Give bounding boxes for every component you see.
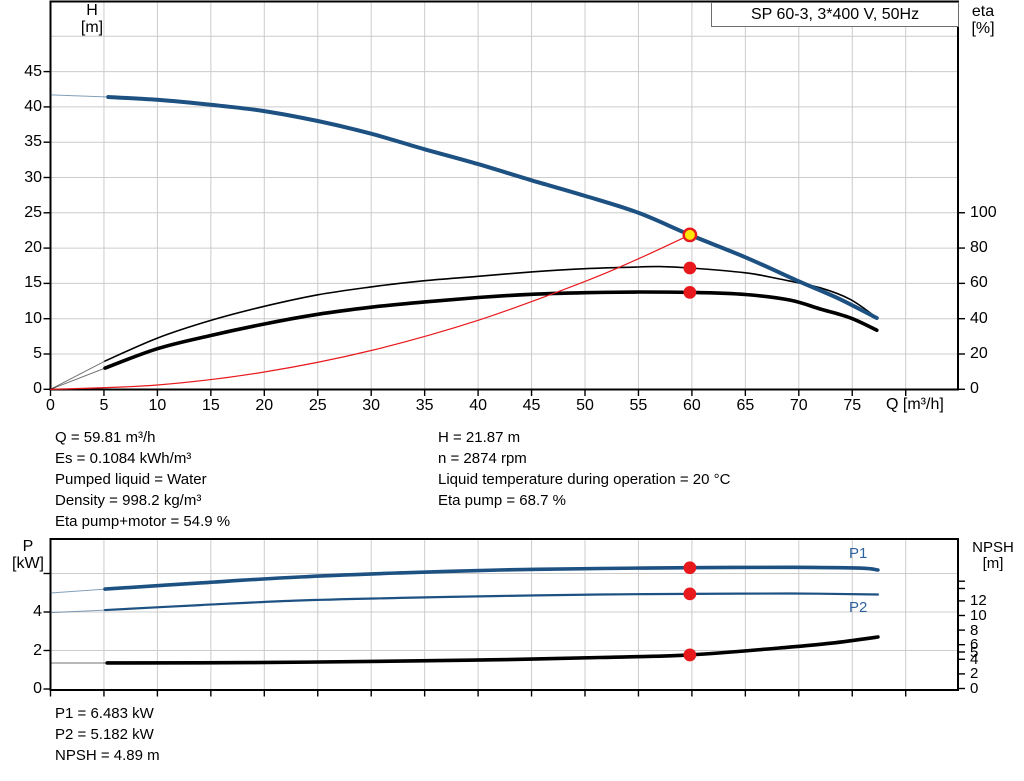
info-line: Eta pump+motor = 54.9 %: [55, 513, 231, 530]
power-axis-symbol: P: [22, 538, 34, 555]
series-p2-curve-lead-in: [50, 609, 106, 614]
y-left-tick-label: 30: [24, 168, 42, 186]
series-eta-pump: [104, 265, 878, 362]
y-right-tick-label: 0: [970, 380, 979, 398]
y-right-tick-label: 40: [970, 309, 988, 327]
duty-info-bottom: P1 = 6.483 kW P2 = 5.182 kW NPSH = 4.89 m: [55, 703, 160, 766]
y-left-tick-label: 40: [24, 97, 42, 115]
info-line: Liquid temperature during operation = 20…: [438, 471, 731, 488]
y-left-tick-label: 15: [24, 274, 42, 292]
y-left-tick-label: 45: [24, 62, 42, 80]
x-tick-label: 30: [362, 396, 381, 414]
info-line: n = 2874 rpm: [438, 450, 527, 467]
x-tick-label: 50: [576, 396, 594, 414]
eta-axis-symbol: eta: [971, 3, 995, 20]
y-right-tick-label: 10: [970, 607, 987, 624]
series-eta-pump-lead-in: [50, 360, 106, 390]
info-line: Density = 998.2 kg/m³: [55, 492, 202, 509]
p2-point[interactable]: [683, 587, 697, 601]
duty-info-left: Q = 59.81 m³/h Es = 0.1084 kWh/m³ Pumped l…: [55, 427, 230, 532]
y-left-tick-label: 4: [33, 603, 42, 620]
y-right-tick-label: 20: [970, 344, 988, 362]
y-left-tick-label: 0: [33, 380, 42, 398]
info-line: Pumped liquid = Water: [55, 471, 207, 488]
info-line: Q = 59.81 m³/h: [55, 429, 156, 446]
eta-pump-point[interactable]: [683, 261, 697, 275]
x-tick-label: 15: [201, 396, 220, 414]
x-tick-label: 45: [522, 396, 541, 414]
y-left-tick-label: 35: [24, 133, 42, 151]
y-right-tick-label: 80: [970, 239, 988, 257]
y-left-tick-label: 10: [24, 309, 42, 327]
eta-pump-motor-point[interactable]: [683, 285, 697, 299]
p1-curve-label: P1: [849, 545, 868, 562]
y-right-tick-label: 12: [970, 592, 987, 610]
pump-title: SP 60-3, 3*400 V, 50Hz: [750, 6, 920, 23]
y-right-tick-label: 100: [970, 203, 997, 221]
x-tick-label: 0: [46, 396, 55, 414]
x-tick-label: 65: [736, 396, 755, 414]
series-head-curve-lead-in: [50, 94, 109, 98]
series-npsh-curve: [105, 635, 880, 665]
y-right-tick-label: 6: [970, 636, 979, 654]
y-right-tick-label: 2: [970, 665, 979, 683]
power-axis-unit: [kW]: [12, 555, 44, 572]
x-tick-label: 25: [308, 396, 327, 414]
duty-point[interactable]: [682, 227, 698, 243]
plot-border: [49, 538, 959, 691]
y-right-tick-label: 60: [970, 274, 988, 292]
series-head-curve: [106, 95, 879, 320]
y-left-tick-label: 2: [33, 641, 42, 659]
series-p2-curve: [103, 592, 879, 612]
info-line: P1 = 6.483 kW: [55, 705, 154, 722]
flow-axis-title: Q [m³/h]: [886, 396, 944, 413]
x-tick-label: 10: [148, 396, 167, 414]
x-tick-label: 55: [629, 396, 648, 414]
x-tick-label: 5: [99, 396, 109, 414]
y-right-tick-label: 5: [970, 643, 979, 661]
power-axis-title: P [kW]: [8, 538, 48, 572]
y-left-tick-label: 25: [24, 203, 42, 221]
npsh-axis-title: NPSH [m]: [963, 540, 1023, 572]
x-tick-label: 35: [415, 396, 434, 414]
x-tick-label: 75: [843, 396, 862, 414]
series-p1-curve-lead-in: [50, 588, 106, 594]
series-eta-pump-plus-motor-lead-in: [50, 367, 106, 390]
info-line: Eta pump = 68.7 %: [438, 492, 566, 509]
npsh-point[interactable]: [683, 648, 697, 662]
p2-curve-label: P2: [849, 599, 868, 616]
head-axis-title: H [m]: [72, 2, 112, 36]
y-left-tick-label: 5: [33, 345, 42, 362]
info-line: P2 = 5.182 kW: [55, 726, 154, 743]
head-axis-unit: [m]: [80, 19, 104, 36]
y-right-tick-label: 4: [970, 650, 979, 668]
npsh-axis-unit: [m]: [982, 555, 1004, 572]
x-tick-label: 20: [255, 396, 274, 414]
x-tick-label: 60: [682, 396, 701, 414]
plot-border: [49, 0, 959, 391]
y-right-tick-label: 8: [970, 621, 979, 639]
y-left-tick-label: 20: [24, 239, 42, 257]
series-duty-parabola: [49, 234, 691, 390]
pump-title-box: SP 60-3, 3*400 V, 50Hz: [711, 2, 959, 27]
y-right-tick-label: 0: [970, 680, 979, 697]
x-tick-label: 70: [789, 396, 808, 414]
info-line: NPSH = 4.89 m: [55, 747, 160, 764]
eta-axis-title: eta [%]: [962, 3, 1004, 37]
series-p1-curve: [103, 565, 880, 591]
duty-info-right: H = 21.87 m n = 2874 rpm Liquid temperatur…: [438, 427, 730, 511]
eta-axis-unit: [%]: [971, 20, 995, 37]
info-line: H = 21.87 m: [438, 429, 521, 446]
info-line: Es = 0.1084 kWh/m³: [55, 450, 192, 467]
npsh-axis-symbol: NPSH: [972, 539, 1014, 556]
p1-point[interactable]: [683, 561, 697, 575]
x-tick-label: 40: [469, 396, 487, 414]
series-eta-pump-plus-motor: [103, 290, 879, 370]
head-axis-symbol: H: [86, 2, 98, 19]
y-left-tick-label: 0: [33, 680, 42, 697]
